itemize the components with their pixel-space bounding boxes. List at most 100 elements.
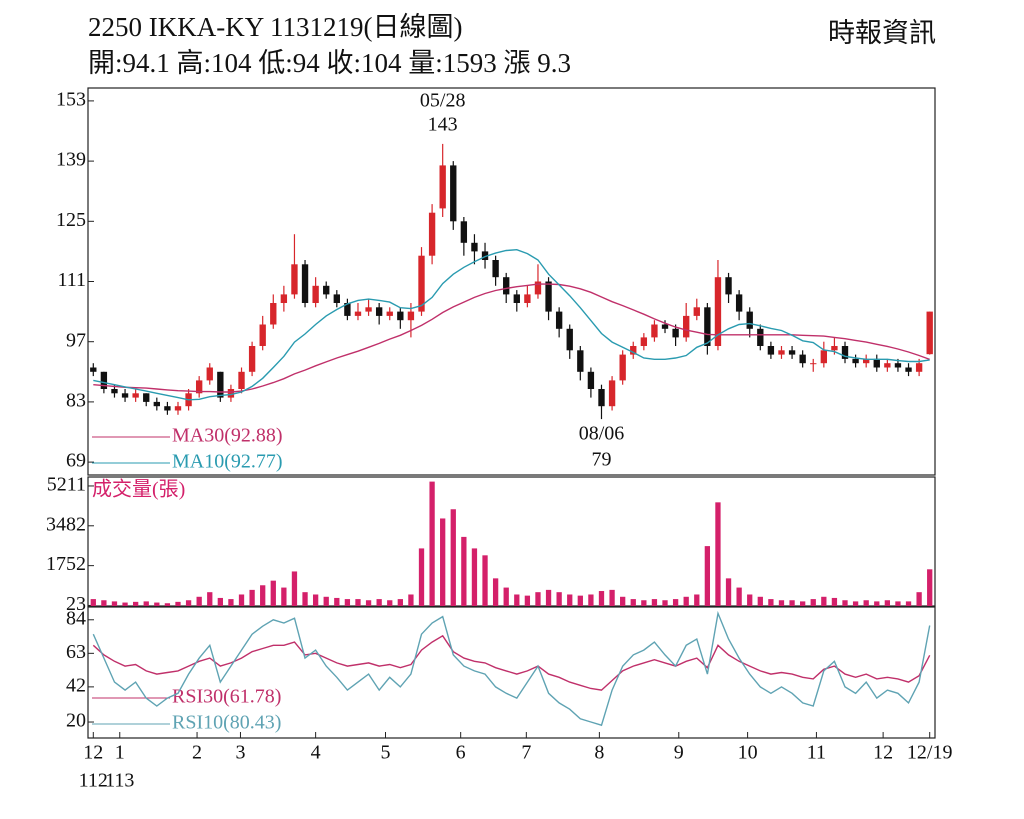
volume-bar bbox=[588, 594, 594, 606]
volume-bar bbox=[323, 596, 329, 606]
volume-bar bbox=[387, 600, 393, 606]
candle-body bbox=[323, 285, 330, 295]
volume-bar bbox=[810, 599, 816, 606]
candle-body bbox=[651, 324, 658, 338]
candle-body bbox=[534, 281, 542, 295]
candle-body bbox=[545, 281, 552, 312]
volume-bar bbox=[831, 597, 838, 606]
volume-bar bbox=[101, 600, 107, 606]
volume-bar bbox=[842, 600, 848, 606]
volume-bar bbox=[895, 601, 901, 606]
volume-bar bbox=[852, 601, 859, 606]
legend-label: MA30(92.88) bbox=[172, 425, 283, 447]
volume-bar bbox=[503, 587, 509, 606]
y-tick-label: 3482 bbox=[46, 513, 86, 535]
volume-bar bbox=[747, 594, 753, 606]
y-tick-label: 5211 bbox=[47, 474, 86, 496]
volume-bar bbox=[249, 589, 255, 606]
volume-bar bbox=[302, 592, 308, 606]
candle-body bbox=[555, 311, 563, 329]
candle-body bbox=[735, 294, 743, 312]
volume-bar bbox=[630, 599, 636, 606]
y-tick-label: 1752 bbox=[46, 553, 86, 575]
candle-body bbox=[767, 346, 775, 355]
series-line bbox=[92, 610, 931, 727]
candle-body bbox=[503, 277, 510, 295]
quote: 開:94.1 高:104 低:94 收:104 量:1593 漲 9.3 bbox=[88, 48, 571, 78]
volume-bar bbox=[927, 569, 933, 606]
panel-title: 成交量(張) bbox=[92, 478, 185, 501]
volume-bar bbox=[683, 596, 689, 606]
x-tick-label: 2 bbox=[192, 742, 202, 764]
candle-body bbox=[915, 363, 923, 372]
candle-body bbox=[100, 371, 108, 389]
volume-bar bbox=[736, 587, 742, 606]
candle-body bbox=[143, 393, 150, 402]
y-tick-label: 42 bbox=[66, 674, 86, 696]
volume-bar bbox=[143, 601, 149, 606]
volume-bar bbox=[238, 594, 245, 606]
candle-body bbox=[714, 277, 722, 346]
y-tick-label: 84 bbox=[66, 607, 86, 629]
year-label: 113 bbox=[105, 770, 134, 792]
volume-bar bbox=[260, 585, 266, 606]
volume-bar bbox=[450, 509, 456, 606]
volume-bar bbox=[821, 596, 827, 606]
volume-bar bbox=[514, 594, 520, 606]
volume-bar bbox=[312, 594, 319, 606]
candle-body bbox=[481, 251, 489, 260]
volume-bar bbox=[270, 580, 276, 606]
volume-bar bbox=[535, 592, 541, 606]
x-tick-label: 10 bbox=[738, 742, 758, 764]
volume-bar bbox=[164, 603, 171, 606]
panel-frame bbox=[87, 476, 936, 607]
volume-bar bbox=[355, 599, 361, 606]
volume-bar bbox=[577, 595, 583, 606]
x-tick-label: 11 bbox=[807, 742, 826, 764]
series-line bbox=[93, 248, 930, 401]
volume-bar bbox=[344, 599, 351, 606]
volume-bar bbox=[715, 502, 721, 606]
volume-bar bbox=[154, 602, 160, 606]
x-tick-label: 1 bbox=[115, 742, 125, 764]
candle-body bbox=[683, 315, 690, 338]
y-tick-label: 69 bbox=[66, 450, 86, 472]
volume-bar bbox=[672, 599, 679, 606]
volume-bar bbox=[418, 548, 425, 606]
volume-bar bbox=[217, 597, 223, 606]
candle-body bbox=[778, 350, 785, 355]
x-tick-label: 12/19 bbox=[907, 742, 953, 764]
candle-body bbox=[206, 367, 213, 381]
volume-bar bbox=[651, 599, 658, 606]
y-tick-label: 63 bbox=[66, 641, 86, 663]
volume-bar bbox=[778, 600, 785, 606]
candle-body bbox=[884, 363, 891, 368]
candle-body bbox=[248, 346, 256, 372]
volume-bar bbox=[874, 601, 880, 606]
volume-bar bbox=[492, 578, 499, 606]
volume-bar bbox=[228, 599, 234, 606]
volume-bar bbox=[122, 602, 128, 606]
candle-body bbox=[926, 311, 933, 355]
candle-body bbox=[598, 389, 605, 407]
candle-body bbox=[672, 328, 679, 338]
volume-bar bbox=[662, 600, 668, 606]
volume-bar bbox=[185, 600, 192, 606]
candle-body bbox=[704, 307, 711, 346]
volume-bar bbox=[905, 601, 912, 606]
candle-body bbox=[831, 346, 838, 351]
year-label: 112 bbox=[79, 770, 108, 792]
candle-body bbox=[354, 311, 362, 316]
volume-bar bbox=[641, 600, 647, 606]
legend-label: MA10(92.77) bbox=[172, 451, 283, 473]
volume-bar bbox=[376, 599, 382, 606]
candle-body bbox=[174, 406, 182, 411]
candle-body bbox=[863, 358, 870, 364]
candle-body bbox=[365, 307, 372, 312]
volume-bar bbox=[757, 596, 763, 606]
candle-body bbox=[471, 242, 478, 252]
candle-body bbox=[894, 363, 902, 368]
candle-body bbox=[450, 165, 457, 222]
